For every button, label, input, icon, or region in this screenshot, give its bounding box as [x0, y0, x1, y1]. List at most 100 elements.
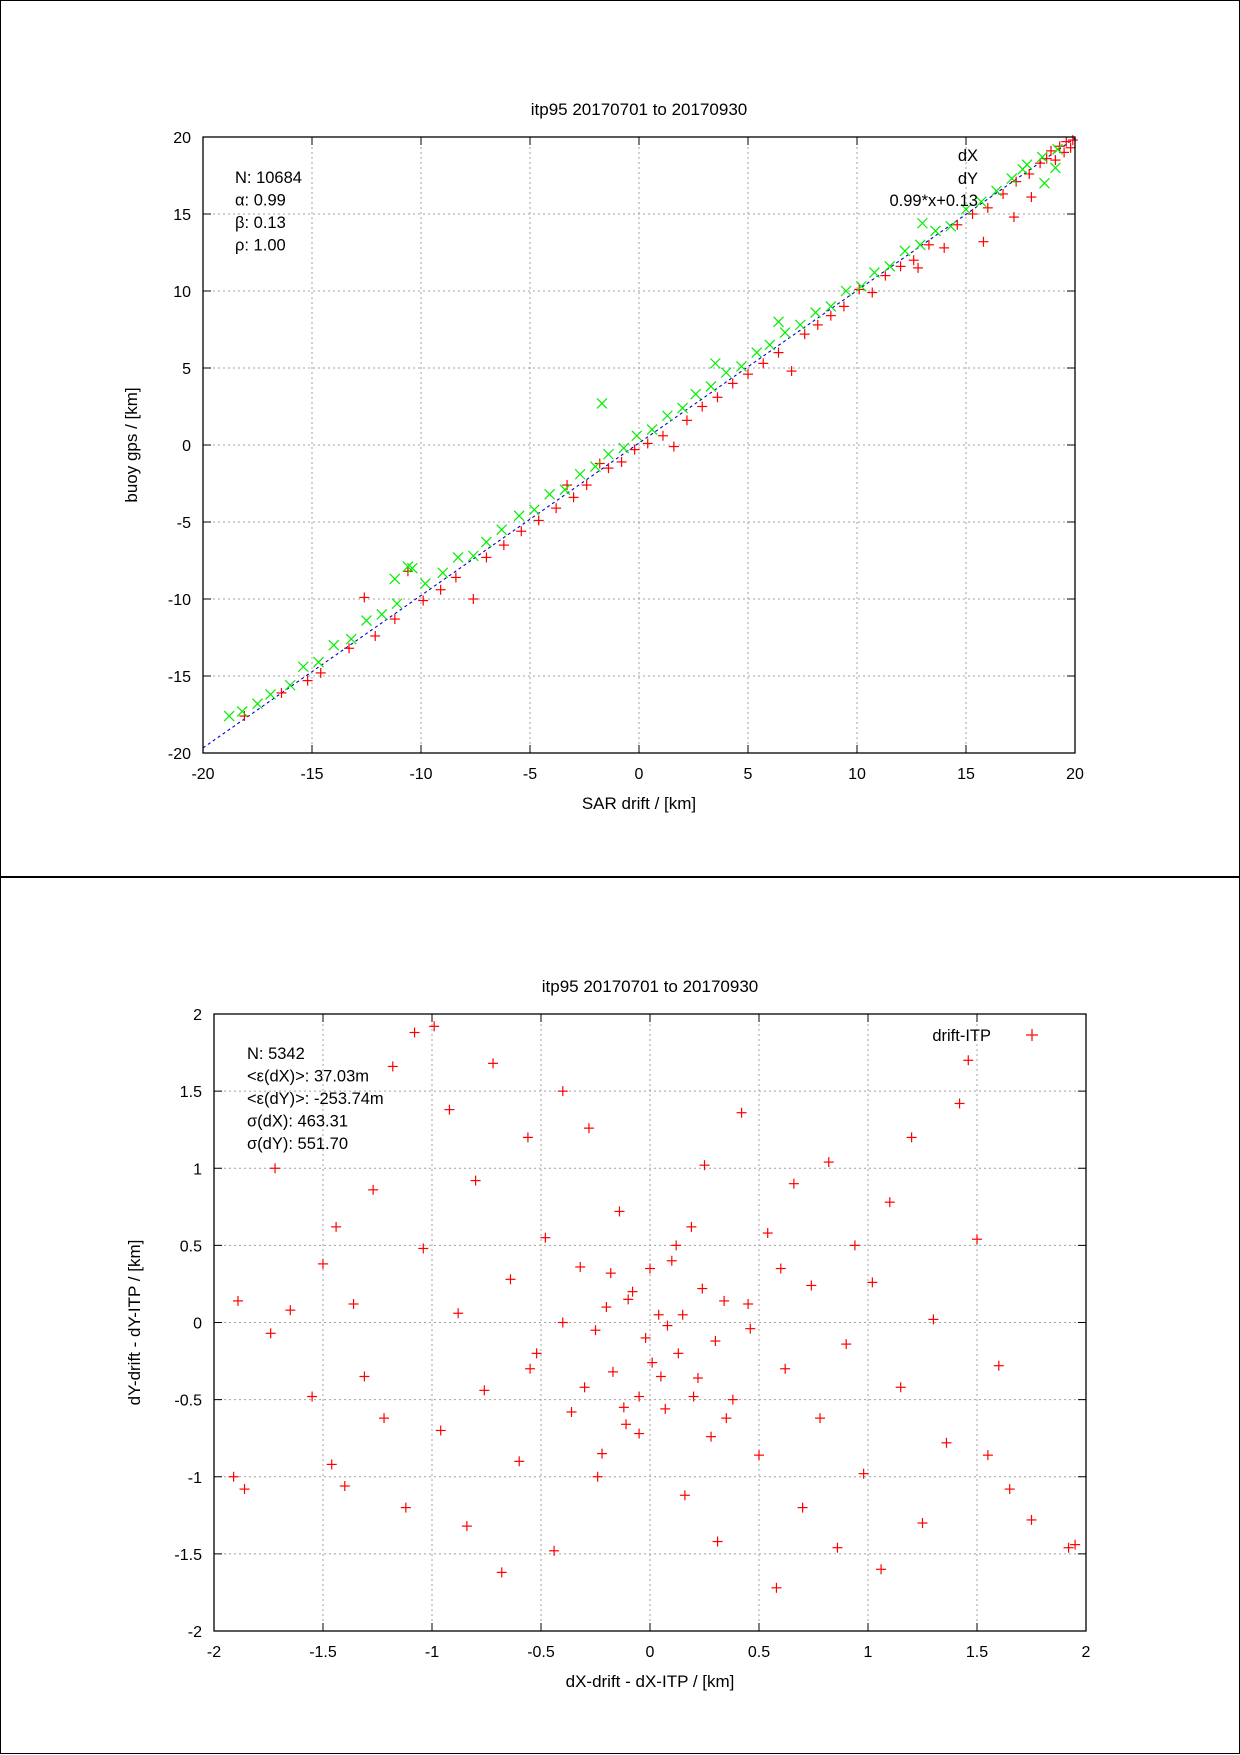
- data-point: [840, 285, 852, 297]
- data-point: [914, 239, 926, 251]
- data-point: [895, 261, 906, 272]
- data-point: [880, 270, 891, 281]
- data-point: [945, 220, 957, 232]
- data-point: [627, 1286, 638, 1297]
- data-point: [513, 510, 525, 522]
- x-tick-label: 0.5: [748, 1644, 770, 1661]
- data-point: [677, 402, 689, 414]
- data-point: [361, 615, 372, 626]
- data-point: [908, 255, 919, 266]
- data-point: [690, 388, 702, 400]
- data-point: [706, 1431, 717, 1442]
- data-point: [978, 236, 989, 247]
- stat-line: N: 10684: [235, 169, 302, 187]
- grid-lines: [214, 1014, 1086, 1631]
- data-point: [470, 1175, 481, 1186]
- data-point: [528, 504, 540, 516]
- data-point: [400, 1502, 411, 1513]
- data-point: [557, 1317, 568, 1328]
- data-point: [668, 441, 679, 452]
- legend-label-fit: 0.99*x+0.13: [889, 192, 978, 210]
- data-point: [368, 1184, 379, 1195]
- x-tick-label: 1.5: [966, 1644, 988, 1661]
- data-point: [666, 1255, 677, 1266]
- data-point: [899, 245, 911, 257]
- data-point: [709, 357, 721, 369]
- plot-frame: [202, 136, 1076, 754]
- x-axis-label: dX-drift - dX-ITP / [km]: [566, 1672, 735, 1691]
- data-point: [1052, 143, 1063, 155]
- data-point: [736, 1107, 747, 1118]
- data-point: [838, 301, 849, 312]
- data-point: [788, 1178, 799, 1189]
- data-point: [614, 1206, 625, 1217]
- data-point: [418, 1243, 429, 1254]
- data-point: [960, 203, 972, 215]
- data-point: [370, 630, 381, 641]
- data-point: [276, 687, 287, 698]
- data-point: [1070, 1539, 1081, 1550]
- data-point: [583, 1123, 594, 1134]
- y-tick-label: 15: [173, 207, 191, 224]
- data-point: [265, 1328, 276, 1339]
- data-point: [884, 260, 896, 272]
- data-point: [429, 1021, 440, 1032]
- legend-label-dx: dX: [958, 147, 978, 165]
- data-points: [228, 1021, 1081, 1593]
- data-point: [284, 679, 296, 691]
- data-point: [461, 1521, 472, 1532]
- data-point: [941, 1437, 952, 1448]
- data-point: [359, 1371, 370, 1382]
- data-point: [252, 698, 263, 710]
- data-point: [764, 339, 776, 351]
- data-point: [634, 1391, 645, 1402]
- data-point: [297, 661, 309, 673]
- data-point: [721, 1413, 732, 1424]
- data-point: [589, 461, 601, 472]
- data-point: [315, 667, 326, 678]
- data-point: [806, 1280, 817, 1291]
- data-point: [655, 1371, 666, 1382]
- data-point: [1061, 136, 1072, 147]
- data-point: [697, 1283, 708, 1294]
- chart-title: itp95 20170701 to 20170930: [531, 100, 747, 119]
- data-point: [780, 1363, 791, 1374]
- data-point: [331, 1221, 342, 1232]
- data-point: [496, 524, 508, 536]
- plot-frame: [213, 1013, 1087, 1632]
- data-point: [1026, 192, 1037, 203]
- data-point: [895, 1382, 906, 1393]
- y-tick-label: -0.5: [174, 1393, 202, 1410]
- data-point: [313, 656, 324, 668]
- data-point: [1017, 163, 1029, 175]
- data-point: [596, 397, 608, 409]
- x-tick-label: 20: [1066, 766, 1084, 783]
- data-point: [307, 1391, 318, 1402]
- drift-error-chart: -2 -1.5 -1 -0.5 0 0.5 1 1.5 2 -2 -1.5 -1 -0.5 0 0.5 1 1.…: [125, 977, 1091, 1691]
- data-point: [551, 503, 562, 514]
- data-point: [568, 492, 579, 503]
- y-axis-label: dY-drift - dY-ITP / [km]: [125, 1240, 144, 1406]
- data-point: [642, 438, 653, 449]
- data-point: [699, 1160, 710, 1171]
- data-point: [621, 1419, 632, 1430]
- y-tick-label: 0.5: [180, 1238, 202, 1255]
- y-tick-label: 0: [193, 1316, 202, 1333]
- data-point: [963, 1055, 974, 1066]
- y-tick-label: -2: [188, 1624, 202, 1641]
- data-point: [616, 456, 627, 467]
- data-point: [223, 710, 235, 722]
- y-tick-label: -15: [168, 669, 191, 686]
- y-tick-label: 0: [182, 438, 191, 455]
- data-point: [302, 675, 313, 686]
- data-point: [618, 442, 630, 454]
- x-tick-label: -0.5: [527, 1644, 555, 1661]
- data-point: [467, 550, 479, 562]
- stat-line: σ(dX): 463.31: [247, 1113, 348, 1131]
- data-point: [232, 1295, 243, 1306]
- data-point: [592, 1471, 603, 1482]
- data-point: [496, 1567, 507, 1578]
- data-point: [618, 1402, 629, 1413]
- x-tick-label: 15: [957, 766, 975, 783]
- data-point: [348, 1298, 359, 1309]
